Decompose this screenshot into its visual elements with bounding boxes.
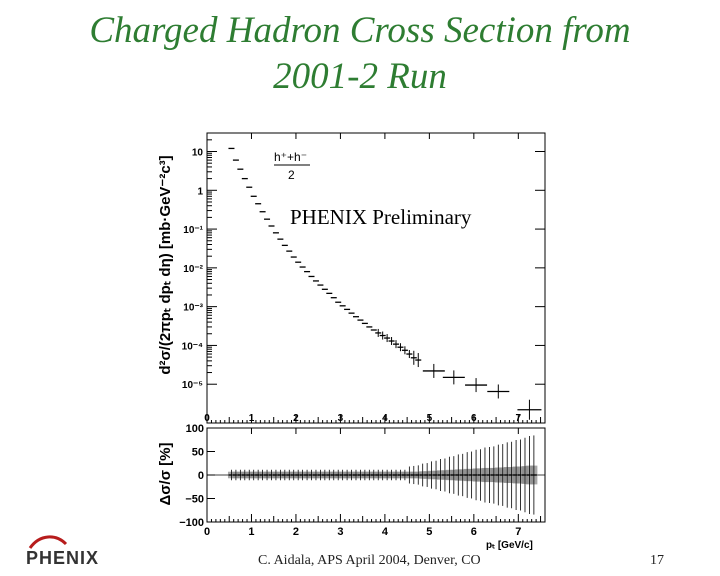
- cross-section-x-tick-label: 4: [382, 413, 388, 424]
- uncertainty-x-tick-label: 1: [248, 526, 254, 538]
- cross-section-x-tick-label: 0: [204, 413, 210, 424]
- uncertainty-panel: 0 1 2 3 4 5 6 7 100 50 0 −50 −100: [179, 423, 546, 538]
- cross-section-panel: 0 1 2 3 4 5 6 7 10 1 10⁻¹ 10⁻² 10⁻³ 10⁻⁴ 10⁻⁵: [182, 132, 546, 424]
- phenix-logo: PHENIX: [26, 535, 99, 568]
- cross-section-x-tick-label: 7: [516, 413, 522, 424]
- cross-section-y-tick-label: 10: [192, 148, 204, 159]
- cross-section-y-tick-label: 1: [197, 186, 203, 197]
- title-line-1: Charged Hadron Cross Section from: [89, 10, 631, 51]
- cross-section-x-tick-label: 1: [249, 413, 255, 424]
- cross-section-x-tick-label: 3: [338, 413, 344, 424]
- logo-wordmark: PHENIX: [26, 548, 99, 568]
- title-line-2: 2001-2 Run: [273, 56, 447, 97]
- phenix-preliminary-annotation: PHENIX Preliminary: [290, 205, 472, 229]
- slide-title: Charged Hadron Cross Section from 2001-2…: [0, 8, 720, 100]
- cross-section-y-tick-label: 10⁻³: [183, 303, 203, 314]
- cross-section-y-tick-label: 10⁻⁴: [182, 341, 203, 352]
- legend-numerator: h⁺+h⁻: [274, 150, 307, 164]
- uncertainty-x-tick-label: 0: [204, 526, 210, 538]
- slide-number: 17: [650, 553, 664, 568]
- uncertainty-x-tick-label: 3: [337, 526, 343, 538]
- cross-section-frame: [206, 132, 546, 424]
- uncertainty-y-tick-label: −100: [179, 517, 204, 529]
- uncertainty-x-tick-label: 2: [293, 526, 299, 538]
- cross-section-y-tick-label: 10⁻²: [183, 264, 203, 275]
- x-axis-label: pₜ [GeV/c]: [486, 540, 533, 551]
- uncertainty-y-tick-label: −50: [185, 494, 204, 506]
- uncertainty-y-tick-label: 50: [192, 447, 204, 459]
- uncertainty-y-tick-label: 100: [186, 423, 204, 435]
- uncertainty-x-tick-label: 5: [426, 526, 432, 538]
- footer-credit: C. Aidala, APS April 2004, Denver, CO: [258, 553, 481, 568]
- cross-section-x-tick-label: 2: [293, 413, 299, 424]
- cross-section-y-tick-label: 10⁻⁵: [182, 380, 203, 391]
- cross-section-y-axis-label: d²σ/(2πpₜ dpₜ dη) [mb·GeV⁻²c³]: [157, 155, 174, 374]
- uncertainty-y-tick-label: 0: [198, 470, 204, 482]
- uncertainty-x-tick-label: 6: [471, 526, 477, 538]
- uncertainty-y-axis-label: Δσ/σ [%]: [157, 443, 174, 506]
- cross-section-x-tick-label: 5: [427, 413, 433, 424]
- logo-swoosh: [28, 535, 68, 549]
- legend-denominator: 2: [288, 168, 295, 182]
- uncertainty-x-tick-label: 7: [515, 526, 521, 538]
- cross-section-y-tick-label: 10⁻¹: [183, 225, 203, 236]
- cross-section-x-tick-label: 6: [471, 413, 477, 424]
- uncertainty-x-tick-label: 4: [382, 526, 389, 538]
